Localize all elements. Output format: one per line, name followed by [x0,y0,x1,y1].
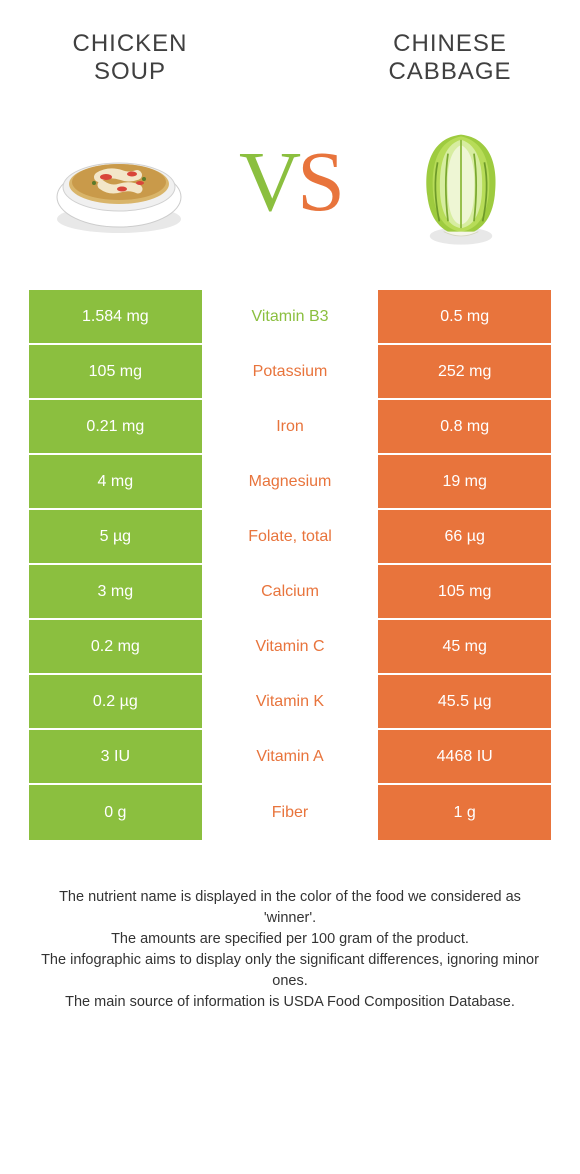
nutrient-label: Vitamin K [256,693,324,711]
nutrient-name: Vitamin A [204,730,379,783]
title-text: CABBAGE [388,58,511,85]
header: CHICKEN SOUP CHINESE CABBAGE [0,0,580,85]
left-value: 0.2 µg [29,675,204,728]
nutrient-name: Iron [204,400,379,453]
nutrient-name: Vitamin C [204,620,379,673]
nutrient-name: Vitamin K [204,675,379,728]
nutrient-label: Vitamin C [255,638,324,656]
nutrient-label: Iron [276,418,304,436]
vs-label: VS [239,138,341,224]
footnote: The infographic aims to display only the… [34,950,546,992]
nutrient-label: Vitamin A [256,748,323,766]
right-value: 4468 IU [378,730,551,783]
nutrient-label: Potassium [253,363,328,381]
table-row: 0.2 mg Vitamin C 45 mg [29,620,551,675]
table-row: 0.2 µg Vitamin K 45.5 µg [29,675,551,730]
footnote: The nutrient name is displayed in the co… [34,887,546,929]
left-value: 5 µg [29,510,204,563]
right-value: 45.5 µg [378,675,551,728]
chicken-soup-icon [44,109,194,259]
nutrient-label: Folate, total [248,528,332,546]
nutrient-name: Vitamin B3 [204,290,379,343]
nutrient-name: Calcium [204,565,379,618]
left-value: 4 mg [29,455,204,508]
left-value: 105 mg [29,345,204,398]
title-text: CHINESE [393,30,507,57]
right-value: 0.8 mg [378,400,551,453]
right-food-title: CHINESE CABBAGE [360,30,540,85]
table-row: 0.21 mg Iron 0.8 mg [29,400,551,455]
table-row: 1.584 mg Vitamin B3 0.5 mg [29,290,551,345]
chinese-cabbage-icon [396,109,526,259]
nutrient-table: 1.584 mg Vitamin B3 0.5 mg 105 mg Potassium 2… [28,289,552,841]
left-value: 0 g [29,785,204,840]
nutrient-name: Fiber [204,785,379,840]
left-food-title: CHICKEN SOUP [40,30,220,85]
table-row: 0 g Fiber 1 g [29,785,551,840]
images-row: VS [0,85,580,289]
right-food-image [386,109,536,259]
nutrient-name: Magnesium [204,455,379,508]
right-value: 252 mg [378,345,551,398]
left-value: 0.21 mg [29,400,204,453]
left-value: 3 mg [29,565,204,618]
right-value: 66 µg [378,510,551,563]
title-text: SOUP [94,58,166,85]
vs-s: S [297,133,341,229]
title-text: CHICKEN [72,30,187,57]
table-row: 3 mg Calcium 105 mg [29,565,551,620]
right-value: 105 mg [378,565,551,618]
vs-v: V [239,133,297,229]
footnotes: The nutrient name is displayed in the co… [0,841,580,1013]
right-value: 0.5 mg [378,290,551,343]
table-row: 3 IU Vitamin A 4468 IU [29,730,551,785]
left-value: 0.2 mg [29,620,204,673]
left-value: 1.584 mg [29,290,204,343]
nutrient-label: Vitamin B3 [251,308,328,326]
left-food-image [44,109,194,259]
nutrient-label: Magnesium [249,473,332,491]
table-row: 105 mg Potassium 252 mg [29,345,551,400]
footnote: The main source of information is USDA F… [34,992,546,1013]
right-value: 45 mg [378,620,551,673]
table-row: 4 mg Magnesium 19 mg [29,455,551,510]
nutrient-name: Potassium [204,345,379,398]
footnote: The amounts are specified per 100 gram o… [34,929,546,950]
nutrient-name: Folate, total [204,510,379,563]
nutrient-label: Fiber [272,804,308,822]
nutrient-label: Calcium [261,583,319,601]
table-row: 5 µg Folate, total 66 µg [29,510,551,565]
right-value: 19 mg [378,455,551,508]
right-value: 1 g [378,785,551,840]
left-value: 3 IU [29,730,204,783]
